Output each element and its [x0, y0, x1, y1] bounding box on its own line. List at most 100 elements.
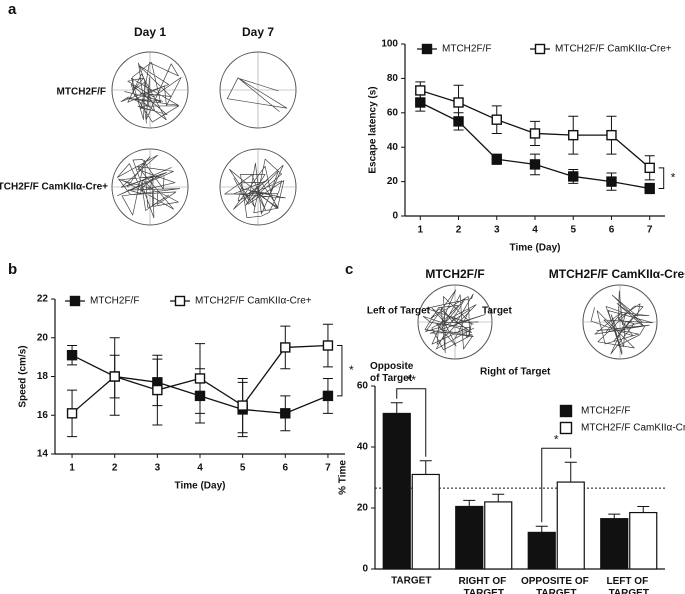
swim-path: [116, 154, 181, 219]
y-tick-label: 20: [357, 503, 369, 514]
y-tick-label: 22: [37, 294, 49, 305]
bar: [556, 481, 585, 570]
y-tick-label: 40: [357, 442, 369, 453]
point: [453, 97, 464, 108]
y-axis-title: % Time: [338, 460, 349, 495]
point: [529, 159, 541, 170]
y-tick-label: 60: [357, 381, 369, 392]
legend-label: MTCH2F/F: [442, 44, 491, 55]
x-tick-label: 4: [197, 463, 203, 474]
quadrant-label: Right of Target: [480, 367, 551, 378]
y-tick-label: 20: [37, 332, 49, 343]
point: [280, 342, 291, 353]
x-tick-label: 6: [283, 463, 289, 474]
point: [415, 85, 426, 96]
legend-marker: [174, 295, 186, 307]
error-bar: [390, 402, 403, 414]
swim-path: [422, 289, 486, 354]
quadrant-label: Left of Target: [367, 306, 431, 317]
swim-path: [120, 62, 182, 124]
significance-bracket: [336, 345, 343, 397]
error-bar: [492, 493, 505, 502]
annotation: **: [407, 373, 417, 387]
swim-path: [590, 290, 654, 355]
y-tick-label: 0: [362, 564, 368, 575]
point: [322, 390, 334, 402]
x-tick-label: RIGHT OF TARGET: [458, 576, 509, 594]
bar: [455, 505, 484, 570]
swim-path: [226, 77, 288, 112]
x-axis-title: Time (Day): [175, 481, 226, 492]
image-row-label: MTCH2F/F: [57, 87, 106, 98]
legend-marker: [534, 43, 546, 55]
bar: [629, 511, 658, 570]
x-tick-label: 2: [456, 225, 462, 236]
error-bar: [535, 525, 548, 533]
point: [529, 128, 541, 139]
bar: [484, 501, 513, 570]
point: [194, 373, 206, 384]
image-header: Day 7: [242, 25, 274, 39]
x-tick-label: 5: [570, 225, 576, 236]
panel-label: b: [8, 261, 17, 278]
legend-label: MTCH2F/F CamKIIα-Cre+: [195, 296, 312, 307]
panel-label: c: [345, 261, 353, 278]
legend-marker: [559, 404, 573, 418]
legend-label: MTCH2F/F CamKIIα-Cre+: [581, 423, 685, 434]
x-tick-label: 3: [155, 463, 161, 474]
annotation: *: [349, 363, 354, 377]
significance-bracket: [658, 167, 665, 189]
x-tick-label: LEFT OF TARGET: [607, 576, 651, 594]
annotation: *: [554, 432, 559, 446]
x-tick-label: 5: [240, 463, 246, 474]
legend-label: MTCH2F/F: [581, 406, 630, 417]
point: [66, 349, 78, 361]
y-axis-title: Escape latency (s): [368, 86, 379, 173]
point: [568, 129, 579, 141]
annotation: *: [671, 170, 676, 184]
bar: [527, 531, 556, 570]
point: [237, 400, 248, 411]
legend-marker: [559, 421, 573, 435]
x-tick-label: 6: [609, 225, 615, 236]
significance-bracket: [396, 388, 427, 457]
y-tick-label: 60: [387, 107, 399, 118]
point: [491, 114, 502, 125]
y-tick-label: 14: [37, 449, 49, 460]
swim-path: [224, 158, 286, 218]
panel-label: a: [8, 1, 17, 18]
y-tick-label: 20: [387, 176, 399, 187]
point: [152, 384, 163, 396]
x-tick-label: 7: [325, 463, 331, 474]
error-bar: [637, 505, 650, 513]
bar: [600, 518, 629, 570]
point: [644, 162, 655, 174]
x-axis-title: Time (Day): [510, 243, 561, 254]
point: [280, 408, 291, 419]
x-tick-label: TARGET: [391, 576, 431, 587]
x-tick-label: 4: [532, 225, 538, 236]
legend-label: MTCH2F/F: [90, 296, 139, 307]
image-header: Day 1: [134, 25, 166, 39]
legend-label: MTCH2F/F CamKIIα-Cre+: [555, 44, 672, 55]
error-bar: [419, 460, 432, 475]
legend-marker: [421, 43, 433, 55]
y-tick-label: 100: [381, 39, 398, 50]
y-tick-label: 16: [37, 410, 49, 421]
point: [644, 183, 655, 194]
point: [322, 340, 334, 351]
image-row-label: MTCH2F/F CamKIIα-Cre+: [0, 182, 108, 193]
error-bar: [608, 513, 621, 519]
y-tick-label: 18: [37, 371, 49, 382]
point: [109, 371, 120, 382]
error-bar: [463, 499, 476, 507]
quadrant-label: Opposite of Target: [370, 361, 416, 384]
error-bar: [564, 461, 577, 483]
x-tick-label: 2: [112, 463, 118, 474]
point: [491, 154, 502, 165]
bar: [411, 473, 440, 570]
x-tick-label: 7: [647, 225, 653, 236]
legend-marker: [69, 295, 81, 307]
y-tick-label: 0: [392, 211, 398, 222]
